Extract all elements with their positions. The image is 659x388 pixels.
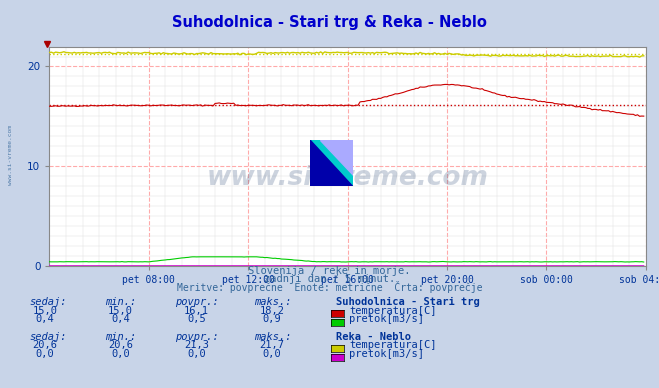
Text: povpr.:: povpr.:	[175, 331, 218, 341]
Text: sedaj:: sedaj:	[30, 296, 67, 307]
Text: zadnji dan / 5 minut.: zadnji dan / 5 minut.	[264, 274, 395, 284]
Text: www.si-vreme.com: www.si-vreme.com	[207, 165, 488, 191]
Text: min.:: min.:	[105, 296, 136, 307]
Polygon shape	[310, 140, 353, 186]
Text: 0,9: 0,9	[263, 314, 281, 324]
Text: 15,0: 15,0	[108, 305, 133, 315]
Text: 21,7: 21,7	[260, 340, 285, 350]
Polygon shape	[310, 140, 353, 186]
Text: Reka - Neblo: Reka - Neblo	[336, 331, 411, 341]
Text: 0,0: 0,0	[263, 349, 281, 359]
Text: Slovenija / reke in morje.: Slovenija / reke in morje.	[248, 265, 411, 275]
Text: maks.:: maks.:	[254, 296, 291, 307]
Text: 0,4: 0,4	[36, 314, 54, 324]
Text: pretok[m3/s]: pretok[m3/s]	[349, 349, 424, 359]
Text: Suhodolnica - Stari trg & Reka - Neblo: Suhodolnica - Stari trg & Reka - Neblo	[172, 15, 487, 30]
Text: 20,6: 20,6	[108, 340, 133, 350]
Text: maks.:: maks.:	[254, 331, 291, 341]
Text: 0,0: 0,0	[36, 349, 54, 359]
Text: povpr.:: povpr.:	[175, 296, 218, 307]
Text: 15,0: 15,0	[32, 305, 57, 315]
Text: 18,2: 18,2	[260, 305, 285, 315]
Text: 20,6: 20,6	[32, 340, 57, 350]
Polygon shape	[320, 140, 353, 175]
Text: 0,0: 0,0	[187, 349, 206, 359]
Text: 0,4: 0,4	[111, 314, 130, 324]
Text: temperatura[C]: temperatura[C]	[349, 340, 437, 350]
Text: 21,3: 21,3	[184, 340, 209, 350]
Text: www.si-vreme.com: www.si-vreme.com	[8, 125, 13, 185]
Text: pretok[m3/s]: pretok[m3/s]	[349, 314, 424, 324]
Text: Suhodolnica - Stari trg: Suhodolnica - Stari trg	[336, 296, 480, 307]
Text: Meritve: povprečne  Enote: metrične  Črta: povprečje: Meritve: povprečne Enote: metrične Črta:…	[177, 281, 482, 293]
Text: 0,5: 0,5	[187, 314, 206, 324]
Text: 16,1: 16,1	[184, 305, 209, 315]
Text: 0,0: 0,0	[111, 349, 130, 359]
Text: sedaj:: sedaj:	[30, 331, 67, 341]
Text: min.:: min.:	[105, 331, 136, 341]
Text: temperatura[C]: temperatura[C]	[349, 305, 437, 315]
